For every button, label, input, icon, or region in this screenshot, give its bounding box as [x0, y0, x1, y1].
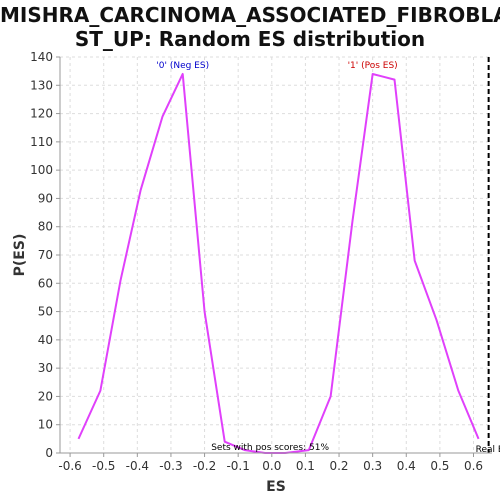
y-tick-label: 10 [38, 418, 53, 432]
y-tick-label: 110 [30, 135, 53, 149]
y-tick-label: 120 [30, 107, 53, 121]
y-axis-label: P(ES) [12, 234, 28, 277]
pos-es-label: '1' (Pos ES) [348, 61, 398, 71]
y-tick-label: 70 [38, 248, 53, 262]
neg-es-label: '0' (Neg ES) [156, 61, 209, 71]
pos-scores-annotation: Sets with pos scores: 51% [211, 443, 329, 453]
chart-title-line-2: ST_UP: Random ES distribution [74, 27, 426, 51]
real-es-annotation: Real ES f [476, 445, 500, 455]
x-tick-label: -0.4 [126, 459, 149, 473]
x-tick-label: -0.6 [58, 459, 81, 473]
x-tick-label: -0.1 [226, 459, 249, 473]
x-tick-label: 0.6 [464, 459, 483, 473]
y-tick-label: 30 [38, 361, 53, 375]
y-tick-label: 50 [38, 305, 53, 319]
x-tick-label: 0.3 [363, 459, 382, 473]
y-tick-label: 100 [30, 163, 53, 177]
x-tick-label: 0.0 [262, 459, 281, 473]
x-tick-label: 0.5 [430, 459, 449, 473]
y-tick-label: 0 [45, 446, 53, 460]
x-tick-label: -0.3 [159, 459, 182, 473]
y-tick-label: 40 [38, 333, 53, 347]
x-tick-label: -0.5 [92, 459, 115, 473]
y-tick-label: 90 [38, 191, 53, 205]
axis-ticks: -0.6 -0.5 -0.4 -0.3 -0.2 -0.1 0.0 0.1 0.2 0.3 0.4 0… [30, 50, 483, 473]
x-tick-label: 0.4 [397, 459, 416, 473]
y-tick-label: 20 [38, 389, 53, 403]
y-tick-label: 60 [38, 276, 53, 290]
y-tick-label: 140 [30, 50, 53, 64]
y-tick-label: 80 [38, 220, 53, 234]
chart-title-line-1: MISHRA_CARCINOMA_ASSOCIATED_FIBROBLA [0, 3, 500, 27]
x-axis-label: ES [266, 479, 286, 495]
x-tick-label: 0.1 [296, 459, 315, 473]
y-tick-label: 130 [30, 78, 53, 92]
x-tick-label: 0.2 [329, 459, 348, 473]
x-tick-label: -0.2 [193, 459, 216, 473]
